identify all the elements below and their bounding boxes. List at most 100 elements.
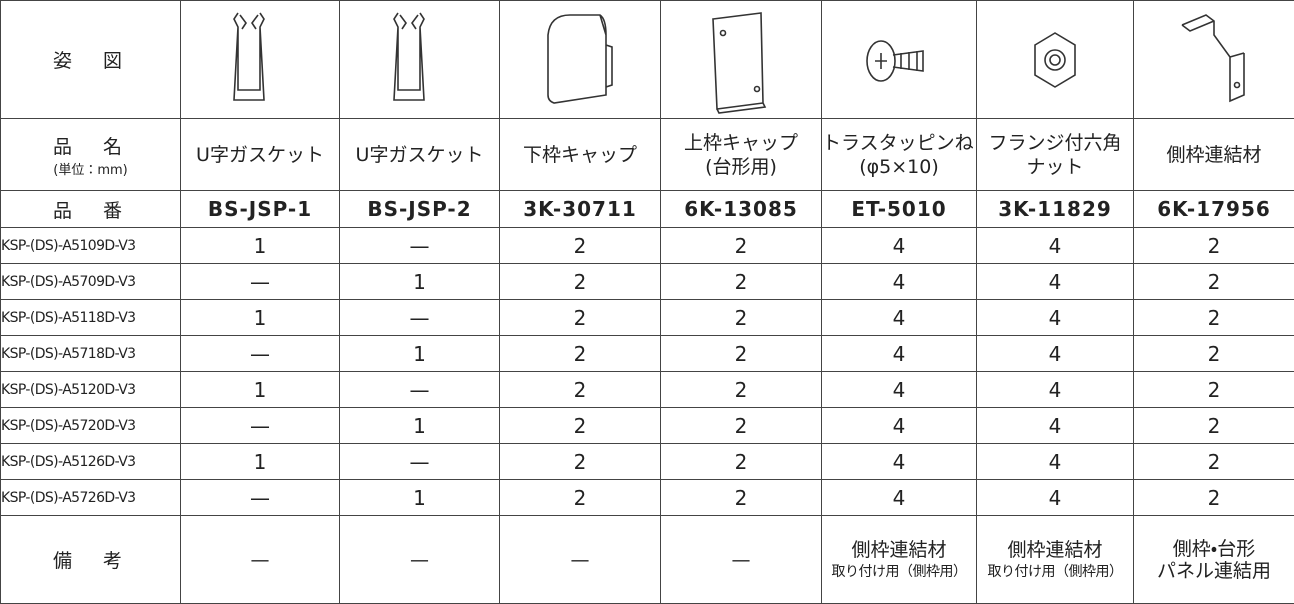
model-name: KSP-(DS)-A5118D-V3 xyxy=(1,300,181,336)
quantity: — xyxy=(181,408,340,444)
remarks-cell: 側枠連結材取り付け用（側枠用） xyxy=(822,516,977,604)
quantity: 1 xyxy=(181,444,340,480)
figure-cell xyxy=(977,1,1134,119)
part-no: 6K-13085 xyxy=(661,191,822,228)
part-no: 3K-11829 xyxy=(977,191,1134,228)
quantity: — xyxy=(181,480,340,516)
quantity: 2 xyxy=(1134,264,1294,300)
quantity: 4 xyxy=(822,300,977,336)
model-name: KSP-(DS)-A5726D-V3 xyxy=(1,480,181,516)
remark: — xyxy=(340,549,499,571)
quantity: 2 xyxy=(500,480,661,516)
quantity: 2 xyxy=(1134,228,1294,264)
part-name: トラスタッピンねじ xyxy=(822,131,976,155)
quantity: 2 xyxy=(1134,408,1294,444)
quantity: 2 xyxy=(500,444,661,480)
figure-cell xyxy=(500,1,661,119)
remark: 側枠・台形 xyxy=(1134,538,1294,560)
quantity: 1 xyxy=(181,372,340,408)
quantity: — xyxy=(340,444,500,480)
quantity: 4 xyxy=(822,264,977,300)
quantity: 2 xyxy=(661,408,822,444)
name-cell: 上枠キャップ(台形用) xyxy=(661,119,822,191)
part-name: U字ガスケット xyxy=(181,143,339,167)
quantity: 2 xyxy=(661,264,822,300)
model-name: KSP-(DS)-A5126D-V3 xyxy=(1,444,181,480)
quantity: 4 xyxy=(822,336,977,372)
quantity: 1 xyxy=(340,408,500,444)
quantity: 1 xyxy=(340,336,500,372)
remark: — xyxy=(661,549,821,571)
remarks-cell: — xyxy=(661,516,822,604)
part-icon xyxy=(859,5,939,115)
name-label: 品 名 xyxy=(53,136,128,158)
remarks-label: 備 考 xyxy=(53,550,128,572)
quantity: 1 xyxy=(340,264,500,300)
row-label: 備 考 xyxy=(1,516,181,604)
part-no: BS-JSP-1 xyxy=(181,191,340,228)
remarks-cell: 側枠連結材取り付け用（側枠用） xyxy=(977,516,1134,604)
quantity: 2 xyxy=(500,300,661,336)
part-icon xyxy=(380,5,460,115)
quantity: 2 xyxy=(661,228,822,264)
quantity: 4 xyxy=(977,264,1134,300)
quantity: 4 xyxy=(822,372,977,408)
quantity: 2 xyxy=(661,336,822,372)
quantity: 2 xyxy=(1134,444,1294,480)
remarks-cell: 側枠・台形パネル連結用 xyxy=(1134,516,1294,604)
model-name: KSP-(DS)-A5720D-V3 xyxy=(1,408,181,444)
quantity: 4 xyxy=(977,408,1134,444)
remark: 側枠連結材 xyxy=(822,539,976,561)
remarks-cell: — xyxy=(181,516,340,604)
remark-note: 取り付け用（側枠用） xyxy=(822,561,976,581)
table-row: 備 考————側枠連結材取り付け用（側枠用）側枠連結材取り付け用（側枠用）側枠・… xyxy=(1,516,1294,604)
quantity: 1 xyxy=(181,228,340,264)
quantity: 2 xyxy=(500,228,661,264)
remark: 側枠連結材 xyxy=(977,539,1133,561)
part-no: 3K-30711 xyxy=(500,191,661,228)
row-label: 品 名(単位：mm) xyxy=(1,119,181,191)
remarks-cell: — xyxy=(340,516,500,604)
quantity: — xyxy=(181,336,340,372)
name-cell: トラスタッピンねじ(φ5×10) xyxy=(822,119,977,191)
model-name: KSP-(DS)-A5109D-V3 xyxy=(1,228,181,264)
quantity: 1 xyxy=(340,480,500,516)
quantity: 4 xyxy=(822,408,977,444)
row-label: 品 番 xyxy=(1,191,181,228)
quantity: — xyxy=(340,372,500,408)
part-no: ET-5010 xyxy=(822,191,977,228)
name-cell: U字ガスケット xyxy=(340,119,500,191)
name-cell: フランジ付六角ナット xyxy=(977,119,1134,191)
part-icon xyxy=(1174,5,1254,115)
part-no: BS-JSP-2 xyxy=(340,191,500,228)
quantity: 2 xyxy=(1134,480,1294,516)
quantity: 4 xyxy=(822,480,977,516)
name-cell: 側枠連結材 xyxy=(1134,119,1294,191)
quantity: 4 xyxy=(977,444,1134,480)
quantity: 4 xyxy=(822,228,977,264)
part-icon xyxy=(540,5,620,115)
name-cell: U字ガスケット xyxy=(181,119,340,191)
figure-cell xyxy=(661,1,822,119)
model-name: KSP-(DS)-A5120D-V3 xyxy=(1,372,181,408)
part-name: (台形用) xyxy=(661,155,821,179)
quantity: 2 xyxy=(500,336,661,372)
model-name: KSP-(DS)-A5718D-V3 xyxy=(1,336,181,372)
quantity: — xyxy=(181,264,340,300)
figure-cell xyxy=(822,1,977,119)
part-icon xyxy=(1015,5,1095,115)
remark-note: 取り付け用（側枠用） xyxy=(977,561,1133,581)
quantity: 1 xyxy=(181,300,340,336)
quantity: 4 xyxy=(977,480,1134,516)
part-name: フランジ付六角 xyxy=(977,131,1133,155)
